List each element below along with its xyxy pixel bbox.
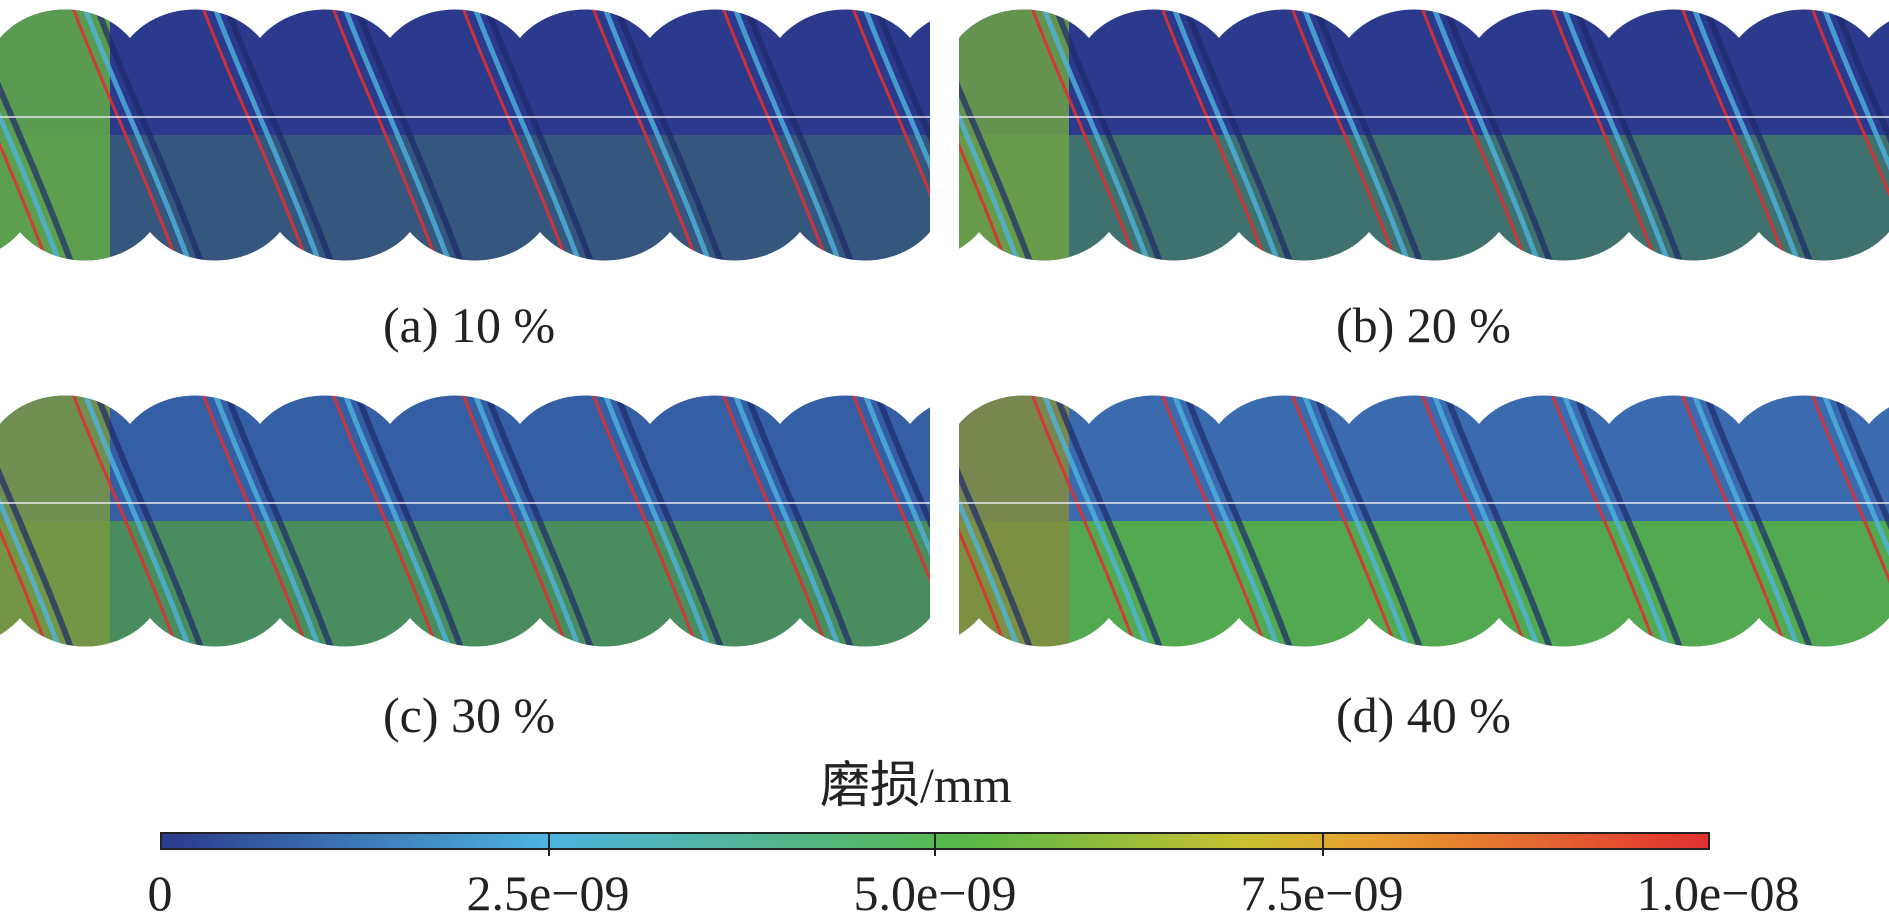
caption-c: (c) 30 % [383,687,556,743]
screw-wear-panel-c [0,386,930,656]
caption-a: (a) 10 % [383,297,556,353]
colorbar-tick-mark [934,832,936,856]
colorbar-tick-label: 2.5e−09 [466,865,630,921]
screw-wear-panel-d [959,386,1889,656]
caption-d: (d) 40 % [1336,687,1511,743]
colorbar-tick-label: 5.0e−09 [853,865,1017,921]
screw-wear-panel-a [0,0,930,270]
colorbar-title: 磨损/mm [820,757,1012,813]
colorbar-tick-mark [1322,832,1324,856]
colorbar-tick-mark [548,832,550,856]
caption-b: (b) 20 % [1336,297,1511,353]
colorbar-tick-label: 7.5e−09 [1240,865,1404,921]
colorbar-tick-label: 1.0e−08 [1636,865,1800,921]
screw-wear-panel-b [959,0,1889,270]
colorbar-tick-label: 0 [147,865,173,921]
